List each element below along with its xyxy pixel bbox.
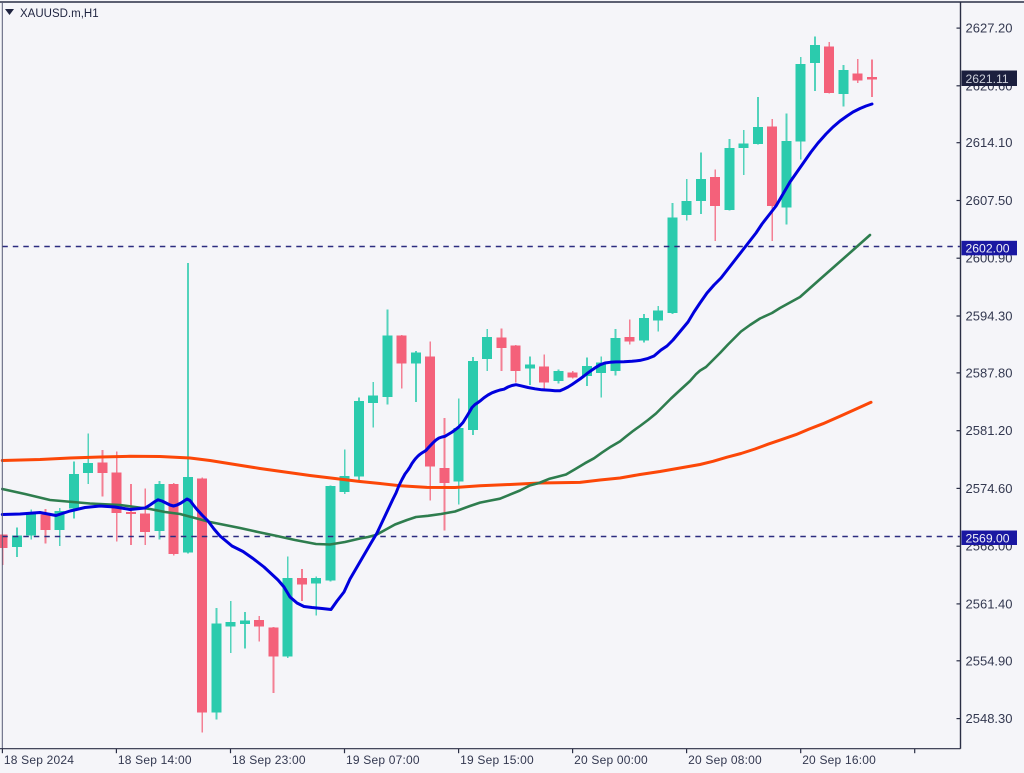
svg-text:2587.80: 2587.80 <box>966 365 1013 380</box>
svg-text:2581.20: 2581.20 <box>966 423 1013 438</box>
svg-text:19 Sep 07:00: 19 Sep 07:00 <box>346 753 420 767</box>
svg-text:20 Sep 08:00: 20 Sep 08:00 <box>688 753 762 767</box>
svg-text:2607.50: 2607.50 <box>966 193 1013 208</box>
svg-text:2561.40: 2561.40 <box>966 596 1013 611</box>
svg-text:20 Sep 00:00: 20 Sep 00:00 <box>574 753 648 767</box>
svg-text:2614.10: 2614.10 <box>966 135 1013 150</box>
svg-text:XAUUSD.m,H1: XAUUSD.m,H1 <box>20 8 99 20</box>
svg-text:2594.30: 2594.30 <box>966 309 1013 324</box>
svg-text:18 Sep 23:00: 18 Sep 23:00 <box>232 753 306 767</box>
svg-text:19 Sep 15:00: 19 Sep 15:00 <box>460 753 534 767</box>
svg-text:2602.00: 2602.00 <box>966 242 1010 256</box>
svg-text:2569.00: 2569.00 <box>966 531 1010 545</box>
svg-text:20 Sep 16:00: 20 Sep 16:00 <box>802 753 876 767</box>
svg-text:2621.11: 2621.11 <box>966 72 1009 86</box>
svg-text:2627.20: 2627.20 <box>966 21 1013 36</box>
svg-text:2574.60: 2574.60 <box>966 481 1013 496</box>
svg-text:2548.30: 2548.30 <box>966 711 1013 726</box>
svg-text:2554.90: 2554.90 <box>966 653 1013 668</box>
svg-text:18 Sep 2024: 18 Sep 2024 <box>4 753 74 767</box>
svg-text:18 Sep 14:00: 18 Sep 14:00 <box>118 753 192 767</box>
